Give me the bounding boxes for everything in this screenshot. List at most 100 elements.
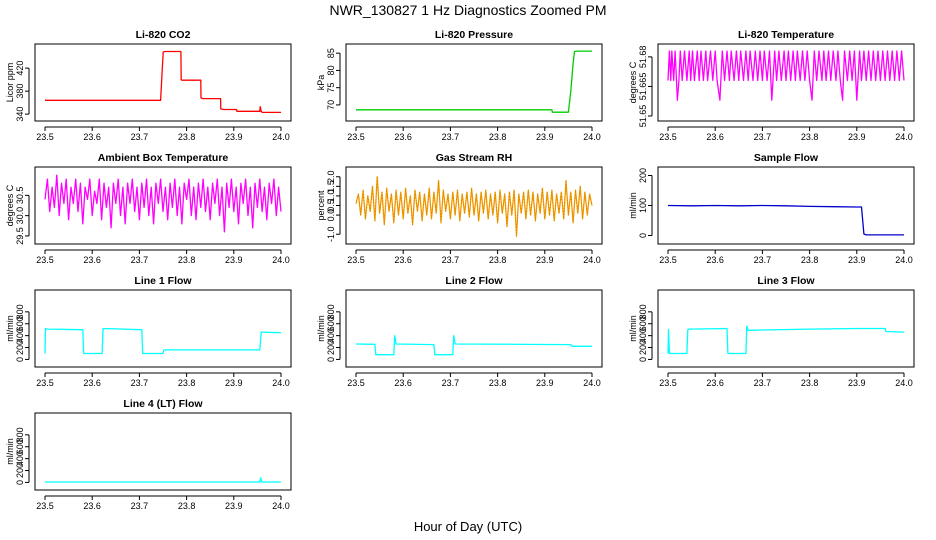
figure-title: NWR_130827 1 Hz Diagnostics Zoomed PM bbox=[329, 2, 606, 18]
x-tick-label: 23.9 bbox=[225, 501, 243, 511]
x-tick-label: 23.8 bbox=[801, 132, 819, 142]
x-tick-label: 23.5 bbox=[347, 255, 365, 265]
y-tick-label: 0 bbox=[15, 357, 25, 362]
y-tick-label: 200 bbox=[15, 463, 25, 478]
x-tick-label: 23.9 bbox=[536, 255, 554, 265]
x-tick-label: 23.7 bbox=[131, 501, 149, 511]
x-tick-label: 23.7 bbox=[131, 132, 149, 142]
x-tick-label: 23.5 bbox=[36, 501, 54, 511]
y-tick-label: 1.0 bbox=[326, 190, 336, 203]
y-axis-label: degrees C bbox=[628, 61, 638, 103]
data-series-line bbox=[667, 325, 905, 355]
x-tick-label: 23.5 bbox=[36, 132, 54, 142]
y-axis-label: percent bbox=[316, 190, 326, 221]
y-tick-label: 0 bbox=[15, 480, 25, 485]
y-tick-label: 200 bbox=[15, 340, 25, 355]
panel-9: Line 4 (LT) Flow 23.5 23.6 23.7 23.8 23.9 24.0… bbox=[5, 398, 292, 511]
data-series-line bbox=[45, 50, 281, 114]
y-tick-label: 600 bbox=[15, 316, 25, 331]
panel-4: Gas Stream RH 23.5 23.6 23.7 23.8 23.9 24.0 -1.… bbox=[316, 152, 603, 265]
x-tick-label: 23.7 bbox=[754, 132, 772, 142]
plot-frame bbox=[657, 43, 915, 122]
data-series-line bbox=[667, 204, 904, 236]
data-series-line bbox=[44, 327, 282, 355]
x-tick-label: 23.8 bbox=[489, 132, 507, 142]
panel-2: Li-820 Temperature 23.5 23.6 23.7 23.8 23.9 24… bbox=[628, 29, 915, 142]
data-series-line bbox=[45, 477, 281, 483]
y-axis-label: ml/min bbox=[5, 315, 15, 342]
x-tick-label: 24.0 bbox=[895, 132, 913, 142]
x-tick-label: 23.7 bbox=[131, 378, 149, 388]
y-tick-label: 51.665 bbox=[638, 73, 648, 101]
x-tick-label: 23.9 bbox=[848, 255, 866, 265]
x-tick-label: 23.6 bbox=[394, 132, 412, 142]
x-tick-label: 24.0 bbox=[583, 255, 601, 265]
y-tick-label: 75 bbox=[326, 83, 336, 93]
x-tick-label: 23.5 bbox=[36, 255, 54, 265]
plot-frame bbox=[345, 289, 603, 368]
chart-title: Gas Stream RH bbox=[436, 152, 512, 164]
x-tick-label: 24.0 bbox=[272, 132, 290, 142]
y-tick-label: 0 bbox=[638, 233, 648, 238]
chart-title: Line 1 Flow bbox=[134, 275, 192, 287]
x-tick-label: 23.8 bbox=[489, 255, 507, 265]
y-tick-label: 380 bbox=[15, 84, 25, 99]
x-tick-label: 23.6 bbox=[83, 378, 101, 388]
y-axis-label: ml/min bbox=[628, 315, 638, 342]
data-series-line bbox=[356, 50, 592, 113]
x-tick-label: 23.9 bbox=[848, 378, 866, 388]
y-tick-label: 200 bbox=[638, 168, 648, 183]
y-tick-label: 0 bbox=[638, 357, 648, 362]
y-tick-label: 400 bbox=[15, 451, 25, 466]
panel-1: Li-820 Pressure 23.5 23.6 23.7 23.8 23.9 24.0 7… bbox=[316, 29, 603, 142]
x-tick-label: 23.8 bbox=[178, 255, 196, 265]
x-tick-label: 24.0 bbox=[272, 255, 290, 265]
y-tick-label: 51.68 bbox=[638, 46, 648, 69]
x-tick-label: 23.8 bbox=[801, 378, 819, 388]
figure-xlabel: Hour of Day (UTC) bbox=[414, 519, 522, 534]
y-tick-label: 800 bbox=[326, 304, 336, 319]
data-series-overlay bbox=[355, 176, 593, 237]
x-tick-label: 23.6 bbox=[394, 378, 412, 388]
plot-frame bbox=[345, 43, 603, 122]
y-tick-label: 400 bbox=[326, 328, 336, 343]
x-tick-label: 23.5 bbox=[347, 132, 365, 142]
y-tick-label: 30.0 bbox=[15, 207, 25, 225]
x-tick-label: 23.6 bbox=[706, 378, 724, 388]
plot-frame bbox=[34, 289, 292, 368]
x-tick-label: 23.5 bbox=[659, 255, 677, 265]
y-tick-label: 600 bbox=[638, 316, 648, 331]
x-tick-label: 23.6 bbox=[83, 255, 101, 265]
x-tick-label: 24.0 bbox=[583, 378, 601, 388]
x-tick-label: 24.0 bbox=[895, 255, 913, 265]
x-tick-label: 23.9 bbox=[225, 132, 243, 142]
x-tick-label: 23.8 bbox=[178, 132, 196, 142]
y-tick-label: 800 bbox=[638, 304, 648, 319]
y-tick-label: 30.5 bbox=[15, 187, 25, 205]
y-axis-label: Licor ppm bbox=[5, 63, 15, 103]
x-tick-label: 23.5 bbox=[659, 132, 677, 142]
y-tick-label: 400 bbox=[638, 328, 648, 343]
y-tick-label: 200 bbox=[638, 340, 648, 355]
y-tick-label: 51.65 bbox=[638, 105, 648, 128]
x-tick-label: 23.7 bbox=[442, 255, 460, 265]
chart-title: Sample Flow bbox=[754, 152, 819, 164]
panel-8: Line 3 Flow 23.5 23.6 23.7 23.8 23.9 24.0 0 2004… bbox=[628, 275, 915, 388]
panel-3: Ambient Box Temperature 23.5 23.6 23.7 23.8 2… bbox=[5, 152, 292, 265]
x-tick-label: 23.8 bbox=[801, 255, 819, 265]
x-tick-label: 23.8 bbox=[489, 378, 507, 388]
x-tick-label: 24.0 bbox=[272, 378, 290, 388]
x-tick-label: 23.9 bbox=[536, 378, 554, 388]
x-tick-label: 23.7 bbox=[442, 378, 460, 388]
y-tick-label: 400 bbox=[15, 328, 25, 343]
y-tick-label: 0 bbox=[326, 357, 336, 362]
chart-title: Li-820 CO2 bbox=[136, 29, 191, 41]
panel-7: Line 2 Flow 23.5 23.6 23.7 23.8 23.9 24.0 0 2004… bbox=[316, 275, 603, 388]
y-tick-label: 85 bbox=[326, 48, 336, 58]
data-series-line bbox=[355, 334, 592, 356]
y-tick-label: 1.5 bbox=[326, 180, 336, 193]
chart-title: Ambient Box Temperature bbox=[98, 152, 229, 164]
chart-title: Li-820 Temperature bbox=[738, 29, 834, 41]
x-tick-label: 23.6 bbox=[83, 132, 101, 142]
